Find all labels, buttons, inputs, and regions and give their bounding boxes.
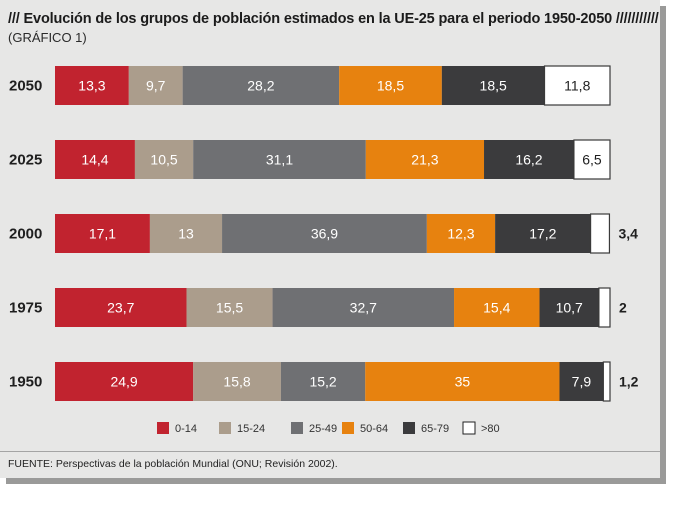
bar-segment-2050-over-80	[543, 65, 611, 106]
bar-segment-1975-over-80	[598, 287, 611, 328]
bar-segment-1950-25-49	[280, 362, 366, 401]
source-note: FUENTE: Perspectivas de la población Mun…	[8, 458, 338, 470]
bar-segment-1975-50-64	[454, 288, 540, 327]
data-label-1975-over-80: 2	[619, 300, 627, 316]
legend-label-15-24: 15-24	[237, 423, 265, 435]
data-label-2000-over-80: 3,4	[618, 226, 638, 242]
legend-swatch-50-64	[342, 422, 354, 434]
data-label-2025-0-14: 14,4	[81, 152, 108, 168]
data-label-2000-0-14: 17,1	[89, 226, 116, 242]
bar-segment-2000-15-24	[149, 214, 223, 253]
data-label-2000-65-79: 17,2	[529, 226, 556, 242]
bar-segment-2050-50-64	[339, 66, 442, 105]
bar-segment-2025-0-14	[55, 140, 135, 179]
data-label-1975-50-64: 15,4	[483, 300, 510, 316]
legend-label-65-79: 65-79	[421, 423, 449, 435]
data-label-2025-15-24: 10,5	[150, 152, 177, 168]
chart-card: /// Evolución de los grupos de población…	[0, 0, 660, 478]
legend-label-50-64: 50-64	[360, 423, 388, 435]
footer-divider	[0, 451, 660, 452]
data-label-2050-15-24: 9,7	[146, 78, 166, 94]
bar-segment-2025-65-79	[484, 140, 574, 179]
data-label-1975-25-49: 32,7	[350, 300, 377, 316]
bar-segment-2000-25-49	[222, 214, 427, 253]
data-label-1975-0-14: 23,7	[107, 300, 134, 316]
data-label-2050-25-49: 28,2	[247, 78, 274, 94]
data-label-1950-0-14: 24,9	[110, 374, 137, 390]
data-label-2025-65-79: 16,2	[515, 152, 542, 168]
data-label-2025-25-49: 31,1	[266, 152, 293, 168]
data-label-1950-15-24: 15,8	[223, 374, 250, 390]
legend-label-over-80: >80	[481, 423, 500, 435]
bar-segment-2050-15-24	[128, 66, 183, 105]
legend-swatch-25-49	[291, 422, 303, 434]
data-label-1950-65-79: 7,9	[572, 374, 592, 390]
bar-segment-2000-50-64	[426, 214, 496, 253]
data-label-2050-over-80: 11,8	[564, 78, 590, 94]
bar-segment-2000-0-14	[55, 214, 150, 253]
bar-segment-2000-over-80	[589, 213, 611, 254]
year-label-2025: 2025	[9, 152, 42, 169]
bar-segment-1975-0-14	[55, 288, 187, 327]
data-label-1950-50-64: 35	[455, 374, 471, 390]
bar-segment-2050-0-14	[55, 66, 129, 105]
legend-swatch-15-24	[219, 422, 231, 434]
bar-segment-2025-over-80	[573, 139, 611, 180]
bar-segment-2025-50-64	[365, 140, 485, 179]
year-label-1975: 1975	[9, 300, 42, 317]
bar-segment-1975-65-79	[539, 288, 599, 327]
year-label-2050: 2050	[9, 78, 42, 95]
bar-segment-1950-0-14	[55, 362, 194, 401]
bar-segment-2025-25-49	[193, 140, 366, 179]
chart-subtitle: (GRÁFICO 1)	[8, 30, 87, 45]
bar-segment-1950-65-79	[559, 362, 604, 401]
bar-segment-1950-50-64	[365, 362, 560, 401]
bar-segment-2000-65-79	[495, 214, 591, 253]
data-label-2000-50-64: 12,3	[447, 226, 474, 242]
bar-segment-2025-15-24	[134, 140, 194, 179]
data-label-2050-50-64: 18,5	[377, 78, 404, 94]
bar-segment-1950-15-24	[193, 362, 281, 401]
data-label-1950-over-80: 1,2	[619, 374, 639, 390]
data-label-2050-65-79: 18,5	[480, 78, 507, 94]
bar-segment-1975-25-49	[272, 288, 455, 327]
bar-segment-2050-25-49	[182, 66, 340, 105]
stacked-bar-chart: 2050 13,3 9,7 28,2 18,5 18,5 11,8 2025 14,4 10,5 3…	[9, 65, 639, 435]
legend-swatch-65-79	[403, 422, 415, 434]
legend-swatch-over-80	[462, 421, 476, 435]
data-label-2025-50-64: 21,3	[411, 152, 438, 168]
data-label-2025-over-80: 6,5	[582, 152, 602, 168]
legend-label-25-49: 25-49	[309, 423, 337, 435]
chart-title: /// Evolución de los grupos de población…	[8, 11, 659, 27]
data-label-2050-0-14: 13,3	[78, 78, 105, 94]
data-label-2000-25-49: 36,9	[311, 226, 338, 242]
year-label-2000: 2000	[9, 226, 42, 243]
bar-segment-1975-15-24	[186, 288, 273, 327]
legend-label-0-14: 0-14	[175, 423, 197, 435]
data-label-1975-65-79: 10,7	[556, 300, 583, 316]
bar-segment-2050-65-79	[441, 66, 545, 105]
year-label-1950: 1950	[9, 374, 42, 391]
data-label-1975-15-24: 15,5	[216, 300, 243, 316]
legend-swatch-0-14	[157, 422, 169, 434]
data-label-1950-25-49: 15,2	[309, 374, 336, 390]
bar-segment-1950-over-80	[602, 361, 611, 402]
data-label-2000-15-24: 13	[178, 226, 194, 242]
